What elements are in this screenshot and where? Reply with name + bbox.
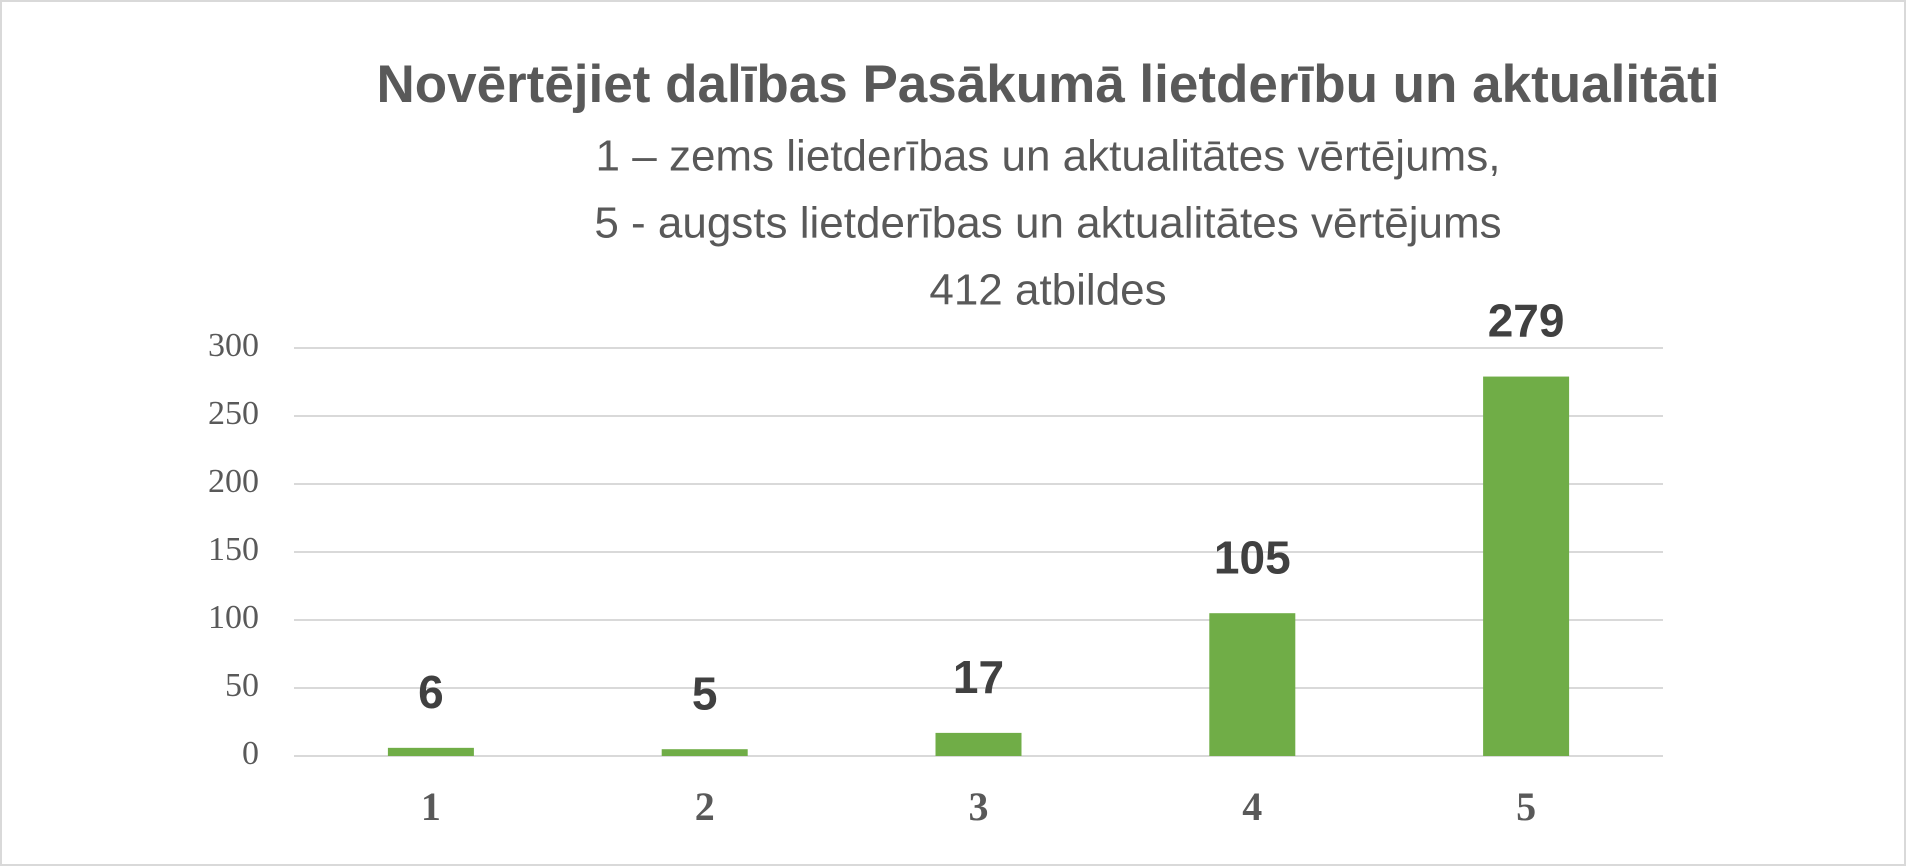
data-label: 5 (692, 667, 718, 719)
bar (1483, 376, 1570, 756)
y-tick-label: 300 (208, 327, 259, 364)
bar (935, 732, 1022, 756)
data-label: 6 (418, 666, 444, 718)
chart-title: Novērtējiet dalības Pasākumā lietderību … (376, 55, 1719, 114)
x-tick-label: 2 (695, 784, 715, 829)
bar (1209, 613, 1296, 756)
x-tick-label: 3 (969, 784, 989, 829)
chart-subtitle: 1 – zems lietderības un aktualitātes vēr… (596, 132, 1501, 181)
x-tick-label: 1 (421, 784, 441, 829)
chart-subtitle: 5 - augsts lietderības un aktualitātes v… (594, 199, 1501, 248)
y-tick-label: 50 (225, 667, 259, 704)
y-tick-label: 100 (208, 599, 259, 636)
data-label: 279 (1488, 295, 1565, 347)
y-tick-label: 150 (208, 531, 259, 568)
chart-subtitle: 412 atbildes (929, 266, 1166, 315)
data-label: 17 (953, 651, 1004, 703)
x-tick-label: 5 (1516, 784, 1536, 829)
bar (661, 749, 748, 756)
x-tick-label: 4 (1242, 784, 1262, 829)
bar (387, 747, 474, 756)
data-label: 105 (1214, 531, 1291, 583)
y-tick-label: 250 (208, 395, 259, 432)
y-tick-label: 0 (242, 735, 259, 772)
y-tick-label: 200 (208, 463, 259, 500)
